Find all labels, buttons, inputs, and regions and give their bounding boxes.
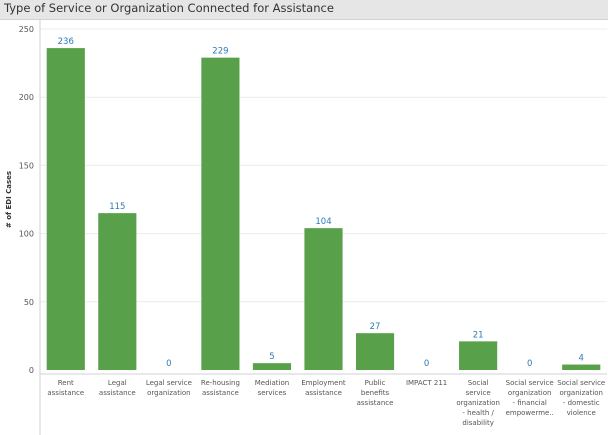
x-category-label: Social service organization - domestic viol… (557, 379, 605, 417)
x-category-label: Re-housing assistance (201, 379, 240, 397)
x-category-label-line: services (258, 389, 287, 397)
x-category-label-line: - financial (513, 399, 547, 407)
data-label: 21 (473, 330, 484, 340)
data-label: 229 (212, 47, 228, 57)
x-category-label-line: Legal service (146, 379, 192, 387)
bar (562, 364, 601, 370)
y-tick-label: 150 (19, 161, 34, 170)
x-category-label: Legal service organization (146, 379, 192, 397)
x-category-label-line: assistance (47, 389, 84, 397)
x-category-label: IMPACT 211 (406, 379, 447, 387)
x-category-label-line: Employment (301, 379, 346, 387)
x-category-label: Rent assistance (47, 379, 84, 397)
x-category-label-line: organization (147, 389, 191, 397)
x-category-label-line: - domestic (563, 399, 600, 407)
x-category-label-line: assistance (357, 399, 394, 407)
y-tick-label: 200 (19, 93, 34, 102)
x-category-label: Social service organization - financial emp… (506, 379, 554, 417)
data-label: 0 (166, 359, 171, 369)
x-category-label-line: assistance (99, 389, 136, 397)
x-category-label-line: organization (456, 399, 500, 407)
y-tick-label: 250 (19, 25, 34, 34)
x-category-label-line: service (466, 389, 491, 397)
data-label: 0 (424, 359, 429, 369)
bar (459, 341, 498, 370)
y-tick-label: 100 (19, 230, 34, 239)
x-category-label: Mediation services (255, 379, 289, 397)
data-label: 115 (109, 202, 125, 212)
data-label: 5 (269, 352, 274, 362)
x-category-label-line: Public (365, 379, 386, 387)
x-category-label-line: empowerme.. (506, 409, 554, 417)
x-category-label-line: - health / (462, 409, 494, 417)
y-axis-label: # of EDI Cases (5, 171, 13, 228)
x-category-label-line: assistance (305, 389, 342, 397)
x-category-label-line: Social service (557, 379, 605, 387)
x-category-label-line: assistance (202, 389, 239, 397)
x-category-label-line: Social (468, 379, 489, 387)
x-category-label-line: disability (462, 419, 494, 427)
bar (46, 48, 85, 370)
x-category-label-line: Rent (58, 379, 74, 387)
chart-title: Type of Service or Organization Connecte… (4, 1, 334, 15)
x-category-label-line: Social service (506, 379, 554, 387)
bar (252, 363, 292, 370)
bar (355, 333, 395, 370)
x-category-label-line: IMPACT 211 (406, 379, 447, 387)
x-category-label: Public benefits assistance (357, 379, 394, 407)
x-category-label: Employment assistance (301, 379, 346, 397)
y-tick-label: 50 (24, 298, 34, 307)
data-label: 0 (527, 359, 532, 369)
x-category-label-line: benefits (361, 389, 390, 397)
bar (201, 57, 240, 370)
x-category-label-line: organization (559, 389, 603, 397)
x-category-label: Legal assistance (99, 379, 136, 397)
x-category-label-line: Re-housing (201, 379, 240, 387)
data-label: 4 (579, 354, 584, 364)
bar (98, 213, 137, 370)
data-label: 104 (315, 217, 331, 227)
x-category-label-line: Legal (108, 379, 127, 387)
x-category-label-line: violence (567, 409, 596, 417)
y-tick-label: 0 (29, 366, 34, 375)
data-label: 236 (58, 37, 74, 47)
bar (304, 228, 343, 370)
x-category-label-line: organization (508, 389, 552, 397)
x-category-label: Social service organization - health / disab… (456, 379, 500, 427)
title-bar: Type of Service or Organization Connecte… (0, 0, 608, 20)
x-category-label-line: Mediation (255, 379, 289, 387)
data-label: 27 (370, 322, 381, 332)
